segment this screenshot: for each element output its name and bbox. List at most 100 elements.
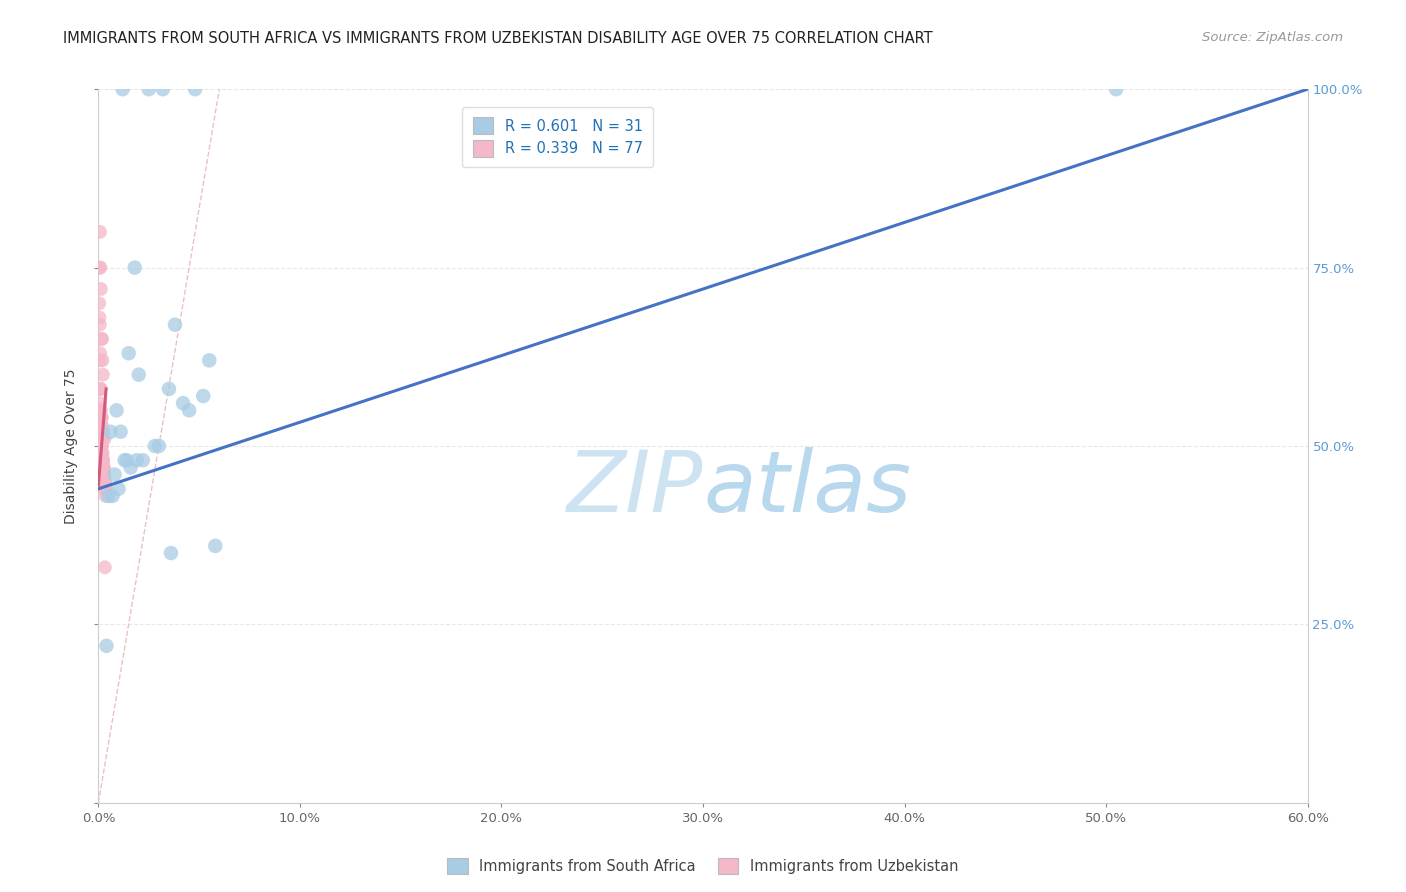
Point [103,467,125,482]
Point [91,453,114,467]
Point [96,639,118,653]
Point [91,467,114,482]
Point [89,318,111,332]
Point [93,467,115,482]
Point [94,489,117,503]
Point [107,482,129,496]
Point [91,453,114,467]
Point [152,82,174,96]
Point [91,425,114,439]
Point [124,260,146,275]
Point [93,425,115,439]
Point [163,318,186,332]
Text: IMMIGRANTS FROM SOUTH AFRICA VS IMMIGRANTS FROM UZBEKISTAN DISABILITY AGE OVER 7: IMMIGRANTS FROM SOUTH AFRICA VS IMMIGRAN… [63,31,934,46]
Point [91,446,114,460]
Point [91,368,114,382]
Point [90,425,112,439]
Point [90,439,112,453]
Point [89,439,111,453]
Point [90,432,112,446]
Point [94,560,117,574]
Point [184,82,207,96]
Point [90,410,112,425]
Point [132,453,155,467]
Point [91,460,114,475]
Point [90,410,112,425]
Point [91,332,114,346]
Point [89,425,111,439]
Point [89,296,111,310]
Point [90,425,112,439]
Point [128,368,150,382]
Point [93,482,115,496]
Point [179,403,201,417]
Point [138,82,160,96]
Point [93,467,115,482]
Point [93,467,115,482]
Point [1105,82,1128,96]
Point [115,453,138,467]
Point [90,417,112,432]
Point [90,410,112,425]
Legend: R = 0.601   N = 31, R = 0.339   N = 77: R = 0.601 N = 31, R = 0.339 N = 77 [463,107,652,167]
Point [93,482,115,496]
Point [90,439,112,453]
Point [93,475,115,489]
Point [91,439,114,453]
Point [89,403,111,417]
Point [89,439,111,453]
Point [89,403,111,417]
Point [89,382,111,396]
Point [89,396,111,410]
Point [90,460,112,475]
Point [90,432,112,446]
Point [89,446,111,460]
Point [94,475,117,489]
Point [160,546,183,560]
Point [91,446,114,460]
Point [90,382,112,396]
Point [93,460,115,475]
Text: atlas: atlas [703,447,911,531]
Point [90,453,112,467]
Point [91,432,114,446]
Point [100,425,122,439]
Text: Source: ZipAtlas.com: Source: ZipAtlas.com [1202,31,1343,45]
Point [89,382,111,396]
Point [91,446,114,460]
Point [89,382,111,396]
Point [89,260,111,275]
Point [89,425,111,439]
Point [193,389,215,403]
Point [91,467,114,482]
Point [91,453,114,467]
Point [89,403,111,417]
Point [93,467,115,482]
Point [110,425,132,439]
Point [89,346,111,360]
Point [90,417,112,432]
Point [143,439,166,453]
Point [105,403,128,417]
Point [90,282,112,296]
Point [157,382,180,396]
Point [172,396,194,410]
Point [97,489,120,503]
Point [111,82,134,96]
Point [118,346,141,360]
Point [89,353,111,368]
Point [90,439,112,453]
Point [94,475,117,489]
Point [90,410,112,425]
Point [120,460,142,475]
Point [91,453,114,467]
Point [125,453,148,467]
Point [93,467,115,482]
Point [93,460,115,475]
Point [89,260,111,275]
Point [198,353,221,368]
Point [89,310,111,325]
Text: ZIP: ZIP [567,447,703,531]
Point [148,439,170,453]
Point [114,453,136,467]
